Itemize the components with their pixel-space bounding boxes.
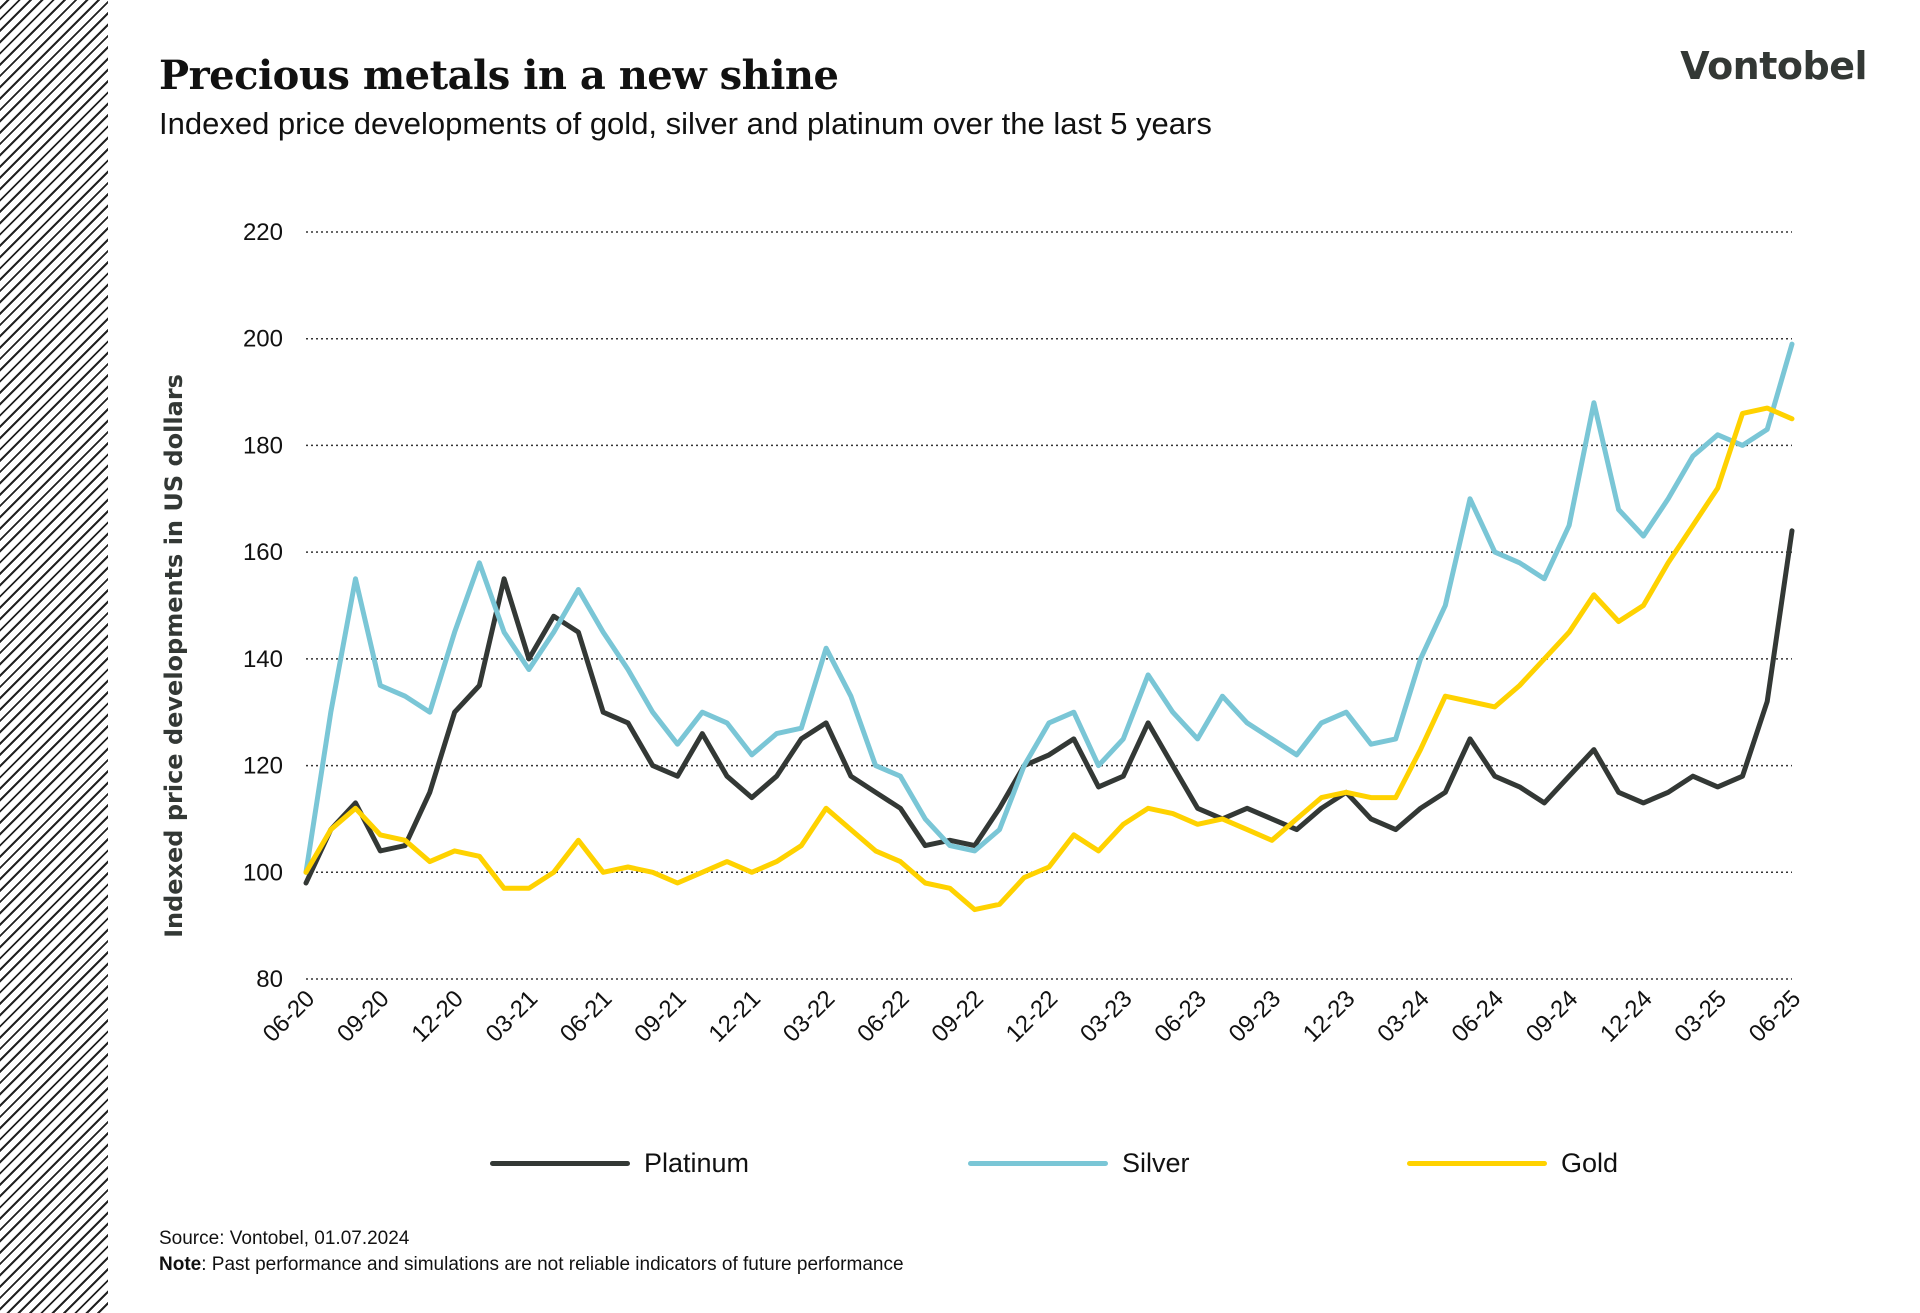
x-tick-label: 09-23 xyxy=(1224,985,1287,1048)
x-tick-label: 06-25 xyxy=(1744,985,1807,1048)
series-lines xyxy=(303,341,1795,913)
x-tick-label: 06-21 xyxy=(555,985,618,1048)
x-tick-label: 09-20 xyxy=(332,985,395,1048)
legend-swatch-gold xyxy=(1407,1161,1547,1166)
legend-label: Gold xyxy=(1561,1148,1619,1178)
series-line-platinum xyxy=(303,528,1795,886)
hatched-side-strip xyxy=(0,0,108,1313)
legend-swatch-platinum xyxy=(490,1161,630,1166)
x-tick-label: 09-22 xyxy=(926,985,989,1048)
x-tick-label: 12-21 xyxy=(704,985,767,1048)
x-tick-label: 09-21 xyxy=(629,985,692,1048)
y-tick-label: 120 xyxy=(243,753,283,780)
legend-label: Platinum xyxy=(644,1148,750,1178)
series-line-gold xyxy=(303,405,1795,913)
y-tick-label: 180 xyxy=(243,432,283,459)
x-tick-label: 12-22 xyxy=(1001,985,1064,1048)
y-tick-label: 160 xyxy=(243,539,283,566)
x-tick-label: 03-21 xyxy=(481,985,544,1048)
x-tick-labels: 06-20 09-20 12-20 03-21 06-21 09-21 12-21 03-22… xyxy=(258,985,1807,1048)
x-tick-label: 03-22 xyxy=(778,985,841,1048)
x-tick-label: 12-24 xyxy=(1595,985,1658,1048)
source-text: Source: Vontobel, 01.07.2024 xyxy=(159,1228,410,1249)
x-tick-label: 06-23 xyxy=(1149,985,1212,1048)
x-tick-label: 06-22 xyxy=(852,985,915,1048)
x-tick-label: 06-20 xyxy=(258,985,321,1048)
y-tick-label: 200 xyxy=(243,326,283,353)
x-tick-label: 03-23 xyxy=(1075,985,1138,1048)
page-title: Precious metals in a new shine xyxy=(159,52,839,99)
x-tick-label: 03-25 xyxy=(1669,985,1732,1048)
y-tick-label: 140 xyxy=(243,646,283,673)
y-tick-labels: 80 100 120 140 160 180 200 220 xyxy=(243,219,283,993)
legend-item-platinum: Platinum xyxy=(490,1148,749,1179)
vontobel-logo: Vontobel xyxy=(1680,44,1867,88)
legend-item-silver: Silver xyxy=(968,1148,1190,1179)
x-tick-label: 12-20 xyxy=(406,985,469,1048)
x-tick-label: 12-23 xyxy=(1298,985,1361,1048)
legend-item-gold: Gold xyxy=(1407,1148,1618,1179)
note-text: Note: Past performance and simulations a… xyxy=(159,1254,904,1276)
x-tick-label: 06-24 xyxy=(1447,985,1510,1048)
y-tick-label: 80 xyxy=(256,966,283,993)
y-tick-label: 100 xyxy=(243,859,283,886)
y-axis-title: Indexed price developments in US dollars xyxy=(160,374,188,938)
legend-label: Silver xyxy=(1122,1148,1190,1178)
note-body: : Past performance and simulations are n… xyxy=(201,1254,904,1275)
legend: Platinum Silver Gold xyxy=(0,1148,1920,1188)
x-tick-label: 03-24 xyxy=(1372,985,1435,1048)
y-tick-label: 220 xyxy=(243,219,283,246)
legend-swatch-silver xyxy=(968,1161,1108,1166)
series-line-silver xyxy=(303,341,1795,875)
note-label: Note xyxy=(159,1254,202,1275)
x-tick-label: 09-24 xyxy=(1521,985,1584,1048)
page-subtitle: Indexed price developments of gold, silv… xyxy=(159,106,1212,141)
